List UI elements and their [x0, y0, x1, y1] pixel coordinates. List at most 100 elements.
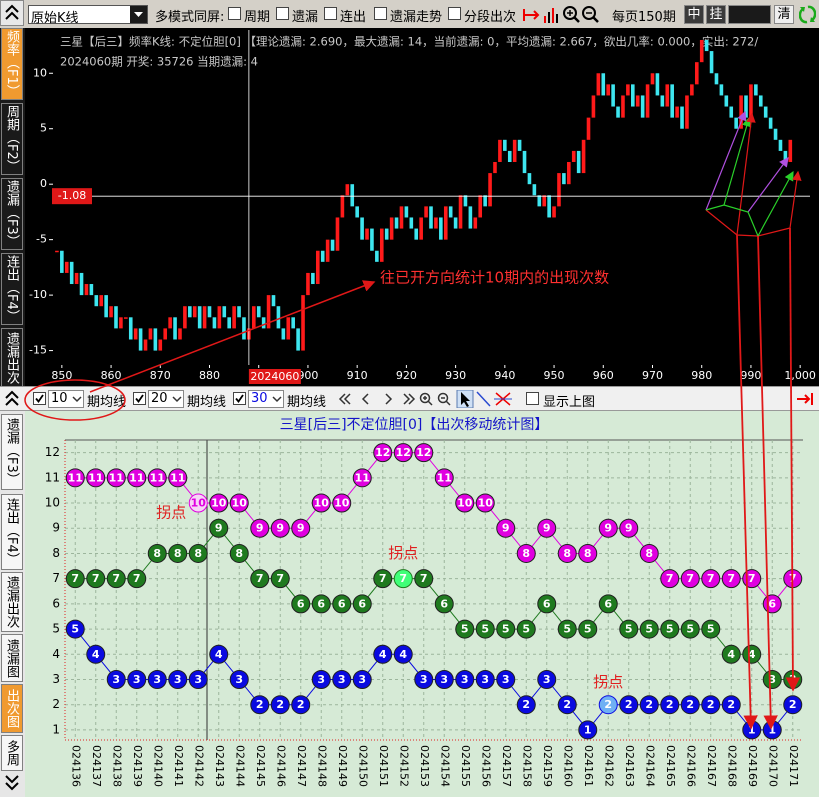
- point-label: 7: [92, 572, 100, 585]
- option-label[interactable]: 连出: [340, 10, 367, 25]
- point-marker: [701, 695, 721, 715]
- show-top-label[interactable]: 显示上图: [543, 395, 596, 410]
- y-tick-label: 8: [52, 546, 60, 560]
- point-marker: [332, 669, 352, 689]
- checkbox[interactable]: [33, 392, 46, 405]
- scroll-down-button[interactable]: [1, 771, 23, 795]
- period-select[interactable]: 10: [48, 390, 84, 408]
- mode-dropdown[interactable]: 原始K线: [28, 5, 148, 26]
- navigation-icons[interactable]: [336, 390, 516, 408]
- point-label: 6: [317, 597, 325, 610]
- candle: [365, 228, 369, 240]
- checkbox[interactable]: [276, 7, 289, 20]
- checkbox[interactable]: [324, 7, 337, 20]
- mode-tab[interactable]: 遗漏出次: [1, 328, 23, 386]
- mode-tab[interactable]: 连出（F4）: [1, 253, 23, 325]
- candle: [537, 195, 542, 207]
- y-tick-label: 5: [52, 622, 60, 636]
- mode-tab[interactable]: 遗漏（F3）: [1, 178, 23, 250]
- point-label: 7: [133, 572, 141, 585]
- candle: [763, 106, 768, 118]
- x-tick-label: 024146: [274, 745, 287, 787]
- point-marker: [578, 619, 598, 639]
- view-tab[interactable]: 多周: [1, 735, 23, 771]
- point-label: 4: [748, 648, 756, 661]
- point-marker: [434, 669, 454, 689]
- point-marker: [434, 468, 454, 488]
- candle: [557, 173, 561, 207]
- center-button[interactable]: 中: [684, 5, 704, 24]
- x-tick-label: 024169: [746, 745, 759, 787]
- y-tick-label: 5: [40, 122, 47, 135]
- x-tick-label: 850: [51, 369, 72, 382]
- hang-button[interactable]: 挂: [706, 5, 726, 24]
- period-select[interactable]: 20: [148, 390, 184, 408]
- view-tab[interactable]: 连出（F4）: [1, 494, 23, 570]
- candle: [256, 306, 261, 318]
- candle: [424, 206, 428, 218]
- option-label[interactable]: 周期: [244, 10, 271, 25]
- candle: [168, 317, 172, 329]
- x-tick-label: 910: [347, 369, 368, 382]
- point-label: 5: [522, 623, 530, 636]
- view-tab[interactable]: 遗漏出次: [1, 572, 23, 632]
- checkbox[interactable]: [448, 7, 461, 20]
- y-tick-label: 9: [52, 521, 60, 535]
- point-marker: [229, 493, 249, 513]
- checkbox[interactable]: [233, 392, 246, 405]
- point-label: 6: [604, 597, 612, 610]
- period-select[interactable]: 30: [248, 390, 284, 408]
- point-label: 8: [522, 547, 530, 560]
- point-label: 6: [768, 597, 776, 610]
- point-marker: [291, 594, 311, 614]
- checkbox[interactable]: [374, 7, 387, 20]
- point-label: 7: [256, 572, 264, 585]
- y-tick-label: 7: [52, 571, 60, 585]
- candle: [227, 317, 231, 329]
- point-label: 5: [481, 623, 489, 636]
- x-tick-label: 024154: [438, 745, 451, 787]
- point-label: 8: [645, 547, 653, 560]
- collapse-up-button[interactable]: [1, 388, 23, 410]
- candle: [473, 217, 478, 229]
- point-marker: [496, 669, 516, 689]
- view-tab[interactable]: 出次图: [1, 684, 23, 733]
- point-label: 6: [297, 597, 305, 610]
- candle: [773, 128, 778, 140]
- point-marker: [270, 569, 290, 589]
- candle: [448, 206, 453, 218]
- option-label[interactable]: 分段出次: [464, 10, 517, 25]
- point-label: 3: [440, 673, 448, 686]
- point-label: 7: [686, 572, 694, 585]
- search-input[interactable]: [728, 5, 771, 24]
- checkbox[interactable]: [228, 7, 241, 20]
- option-label[interactable]: 遗漏: [292, 10, 319, 25]
- point-marker: [332, 594, 352, 614]
- point-label: 9: [502, 522, 510, 535]
- clear-button[interactable]: 清: [774, 5, 794, 24]
- checkbox[interactable]: [133, 392, 146, 405]
- point-marker: [598, 518, 618, 538]
- point-marker: [373, 644, 393, 664]
- candle: [330, 239, 335, 251]
- candle: [493, 162, 497, 174]
- point-marker: [147, 543, 167, 563]
- jump-end-icon[interactable]: [795, 391, 815, 407]
- candle: [778, 139, 783, 151]
- checkbox[interactable]: [526, 392, 539, 405]
- point-label: 12: [396, 446, 411, 459]
- point-marker: [701, 619, 721, 639]
- point-marker: [373, 443, 393, 463]
- mode-tab[interactable]: 周期（F2）: [1, 103, 23, 175]
- candle: [552, 206, 556, 218]
- view-tab[interactable]: 遗漏图: [1, 634, 23, 682]
- y-tick-label: 3: [52, 672, 60, 686]
- collapse-up-button[interactable]: [0, 0, 24, 26]
- point-label: 3: [358, 673, 366, 686]
- refresh-icon[interactable]: [799, 5, 816, 24]
- view-tab[interactable]: 遗漏（F3）: [1, 414, 23, 490]
- option-label[interactable]: 遗漏走势: [390, 10, 443, 25]
- mode-tab[interactable]: 频率（F1）: [1, 28, 23, 100]
- point-marker: [393, 443, 413, 463]
- point-label: 8: [174, 547, 182, 560]
